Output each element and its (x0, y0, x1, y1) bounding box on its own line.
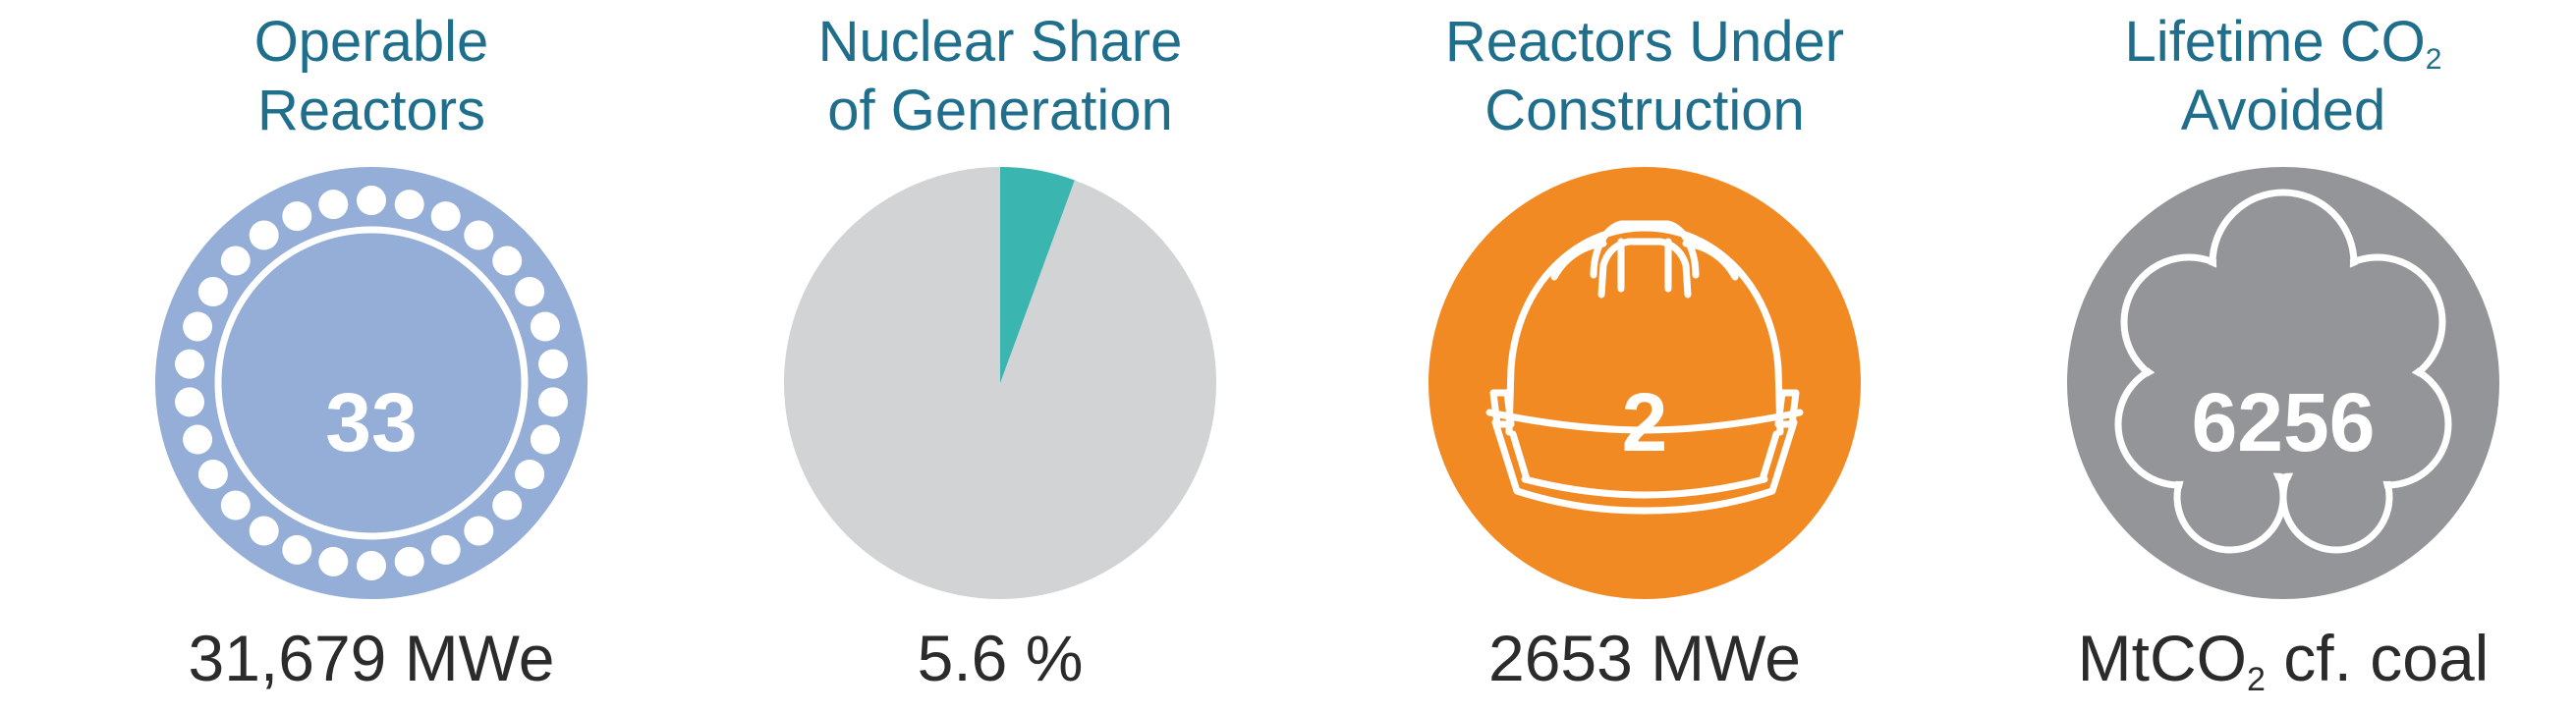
hard-hat-icon (1322, 167, 1967, 619)
under-construction-count: 2 (1621, 375, 1668, 468)
cloud-icon (1961, 167, 2576, 619)
title-line-2: of Generation (827, 79, 1173, 142)
reactor-dot (430, 201, 461, 232)
reactor-dot (220, 246, 251, 276)
nuclear-share-panel: Nuclear Share of Generation 5.6 % (678, 0, 1322, 713)
reactor-dot (220, 490, 251, 521)
under-construction-capacity: 2653 MWe (1488, 622, 1801, 694)
reactor-dot (530, 311, 560, 342)
reactor-dot (464, 220, 494, 250)
reactor-dot (318, 190, 349, 220)
reactor-dot (249, 516, 279, 546)
reactor-core-icon (49, 167, 694, 619)
title-line-1: Nuclear Share (817, 10, 1183, 74)
reactor-dot (430, 534, 461, 565)
operable-reactors-panel: Operable Reactors 33 31,679 MWe (49, 0, 694, 713)
reactor-dot (492, 246, 523, 276)
reactor-dot (282, 201, 312, 232)
reactor-dot (492, 490, 523, 521)
reactor-dot (464, 516, 494, 546)
reactor-dot (357, 186, 386, 215)
title-line-1: Operable (253, 10, 489, 74)
reactor-dot (394, 190, 424, 220)
reactor-dot (515, 277, 545, 306)
operable-capacity: 31,679 MWe (188, 622, 555, 694)
reactor-dot (394, 546, 424, 576)
title-line-2: Reactors (256, 79, 486, 142)
reactor-dot (530, 424, 560, 455)
under-construction-title: Reactors Under Construction (1322, 8, 1967, 145)
pie-nuclear-slice (1000, 167, 1075, 383)
reactor-dot (197, 277, 228, 306)
nuclear-share-title: Nuclear Share of Generation (678, 8, 1322, 145)
pie-chart-icon (678, 167, 1322, 619)
title-line-2: Avoided (2180, 79, 2386, 142)
reactor-dot (249, 220, 279, 250)
reactor-dot (538, 349, 568, 379)
under-construction-panel: Reactors Under Construction (1322, 0, 1967, 713)
reactor-dot (197, 460, 228, 489)
title-line-2: Construction (1484, 79, 1805, 142)
title-line-1: Reactors Under (1444, 10, 1845, 74)
nuclear-share-percent: 5.6 % (917, 622, 1084, 694)
reactor-dot (318, 546, 349, 576)
reactor-dot (538, 387, 568, 417)
title-line-1: Lifetime CO2 (2124, 10, 2442, 76)
reactor-dot (515, 460, 545, 489)
operable-reactors-title: Operable Reactors (49, 8, 694, 145)
co2-avoided-value: 6256 (2191, 375, 2376, 468)
reactor-dot (175, 387, 204, 417)
reactor-dot (175, 349, 204, 379)
co2-avoided-panel: Lifetime CO2 Avoided (1961, 0, 2576, 713)
co2-avoided-title: Lifetime CO2 Avoided (1961, 8, 2576, 145)
reactor-dot (183, 424, 213, 455)
reactor-dot (282, 534, 312, 565)
reactor-dot (357, 551, 386, 580)
reactor-dot (183, 311, 213, 342)
operable-reactors-count: 33 (325, 375, 418, 468)
co2-avoided-unit: MtCO2 cf. coal (2077, 622, 2490, 698)
